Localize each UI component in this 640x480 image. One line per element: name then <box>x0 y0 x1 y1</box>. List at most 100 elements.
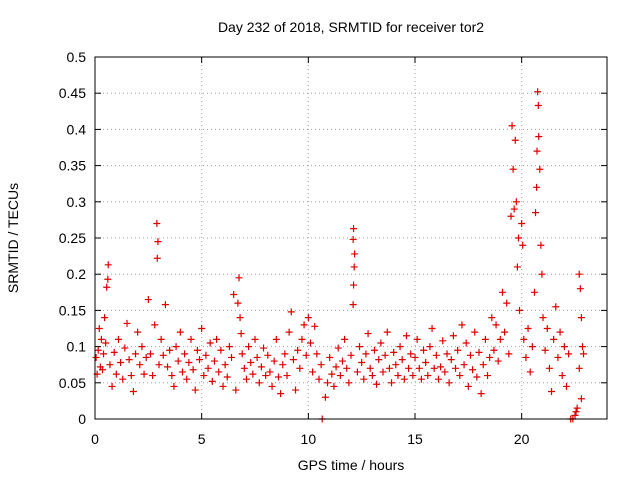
data-point <box>576 285 584 293</box>
data-point <box>302 351 310 359</box>
data-point <box>375 356 383 364</box>
data-point <box>277 390 285 398</box>
data-point <box>266 368 274 376</box>
data-point <box>117 359 125 367</box>
data-point <box>420 346 428 354</box>
data-point <box>198 325 206 332</box>
data-point <box>114 335 122 343</box>
data-point <box>247 359 255 367</box>
data-point <box>503 299 511 307</box>
data-point <box>543 325 551 332</box>
data-point <box>140 370 148 378</box>
data-point <box>321 393 329 401</box>
data-point <box>283 372 291 380</box>
data-point <box>153 254 161 262</box>
data-point <box>396 343 404 351</box>
data-point <box>373 380 381 388</box>
data-point <box>304 314 312 322</box>
x-tick-label: 10 <box>301 431 317 447</box>
data-point <box>311 322 319 330</box>
data-point <box>439 337 447 345</box>
data-point <box>235 274 243 282</box>
data-point <box>183 375 191 383</box>
data-point <box>417 375 425 383</box>
y-tick-label: 0.2 <box>67 266 87 282</box>
data-point <box>554 353 562 361</box>
data-point <box>510 205 518 213</box>
data-point <box>550 335 558 343</box>
data-point <box>526 368 534 376</box>
data-point <box>458 321 466 329</box>
data-point <box>238 350 246 358</box>
data-point <box>213 335 221 343</box>
data-point <box>437 363 445 371</box>
y-tick-label: 0.35 <box>59 158 86 174</box>
data-point <box>530 288 538 296</box>
data-point <box>168 372 176 380</box>
data-point <box>580 350 588 358</box>
data-point <box>260 344 268 352</box>
data-point <box>324 379 332 387</box>
data-point <box>92 353 100 361</box>
data-point <box>524 325 532 332</box>
data-point <box>234 299 242 307</box>
data-point <box>486 353 494 361</box>
data-point <box>285 328 293 336</box>
data-point <box>350 225 358 233</box>
data-point <box>262 372 270 380</box>
data-point <box>132 350 140 358</box>
data-point <box>146 350 154 358</box>
data-point <box>228 353 236 361</box>
data-point <box>536 165 544 173</box>
data-point <box>178 368 186 376</box>
data-point <box>519 241 527 249</box>
x-tick-label: 0 <box>91 431 99 447</box>
data-point <box>343 364 351 372</box>
data-point <box>507 212 515 220</box>
data-points <box>92 88 588 423</box>
data-point <box>210 357 218 365</box>
data-point <box>296 364 304 372</box>
data-point <box>512 198 520 206</box>
data-point <box>475 348 483 356</box>
data-point <box>518 220 526 228</box>
data-point <box>200 372 208 380</box>
data-point <box>360 375 368 383</box>
data-point <box>189 366 197 374</box>
data-point <box>350 281 358 289</box>
data-point <box>516 306 524 314</box>
data-point <box>136 361 144 369</box>
data-point <box>298 335 306 343</box>
data-point <box>170 382 178 390</box>
data-point <box>268 382 276 390</box>
data-point <box>356 343 364 351</box>
data-point <box>230 290 238 298</box>
x-tick-label: 15 <box>407 431 423 447</box>
data-point <box>415 364 423 372</box>
data-point <box>454 346 462 354</box>
data-point <box>464 382 472 390</box>
data-point <box>193 346 201 354</box>
data-point <box>110 348 118 356</box>
data-point <box>215 368 223 376</box>
data-point <box>413 335 421 343</box>
data-point <box>103 283 111 291</box>
data-point <box>509 165 517 173</box>
y-tick-label: 0.45 <box>59 85 86 101</box>
data-point <box>157 335 165 343</box>
data-point <box>206 339 214 347</box>
data-point <box>249 370 257 378</box>
data-point <box>95 325 103 332</box>
data-point <box>558 372 566 380</box>
data-point <box>166 346 174 354</box>
data-point <box>272 335 280 343</box>
data-point <box>552 303 560 311</box>
data-point <box>456 372 464 380</box>
data-point <box>97 335 105 343</box>
data-point <box>534 88 542 96</box>
data-point <box>127 372 135 380</box>
data-point <box>533 183 541 191</box>
data-point <box>255 379 263 387</box>
data-point <box>539 314 547 322</box>
